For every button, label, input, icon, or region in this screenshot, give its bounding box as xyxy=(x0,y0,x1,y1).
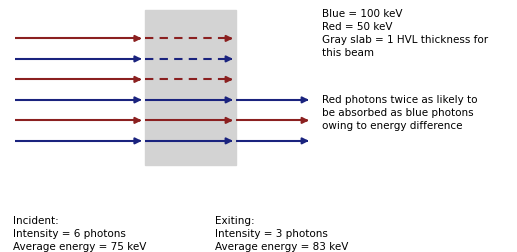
Text: Blue = 100 keV
Red = 50 keV
Gray slab = 1 HVL thickness for
this beam: Blue = 100 keV Red = 50 keV Gray slab = … xyxy=(322,9,488,58)
Text: Red photons twice as likely to
be absorbed as blue photons
owing to energy diffe: Red photons twice as likely to be absorb… xyxy=(322,94,477,131)
Text: Exiting:
Intensity = 3 photons
Average energy = 83 keV: Exiting: Intensity = 3 photons Average e… xyxy=(216,215,349,251)
Bar xyxy=(144,11,236,166)
Text: Incident:
Intensity = 6 photons
Average energy = 75 keV: Incident: Intensity = 6 photons Average … xyxy=(13,215,146,251)
